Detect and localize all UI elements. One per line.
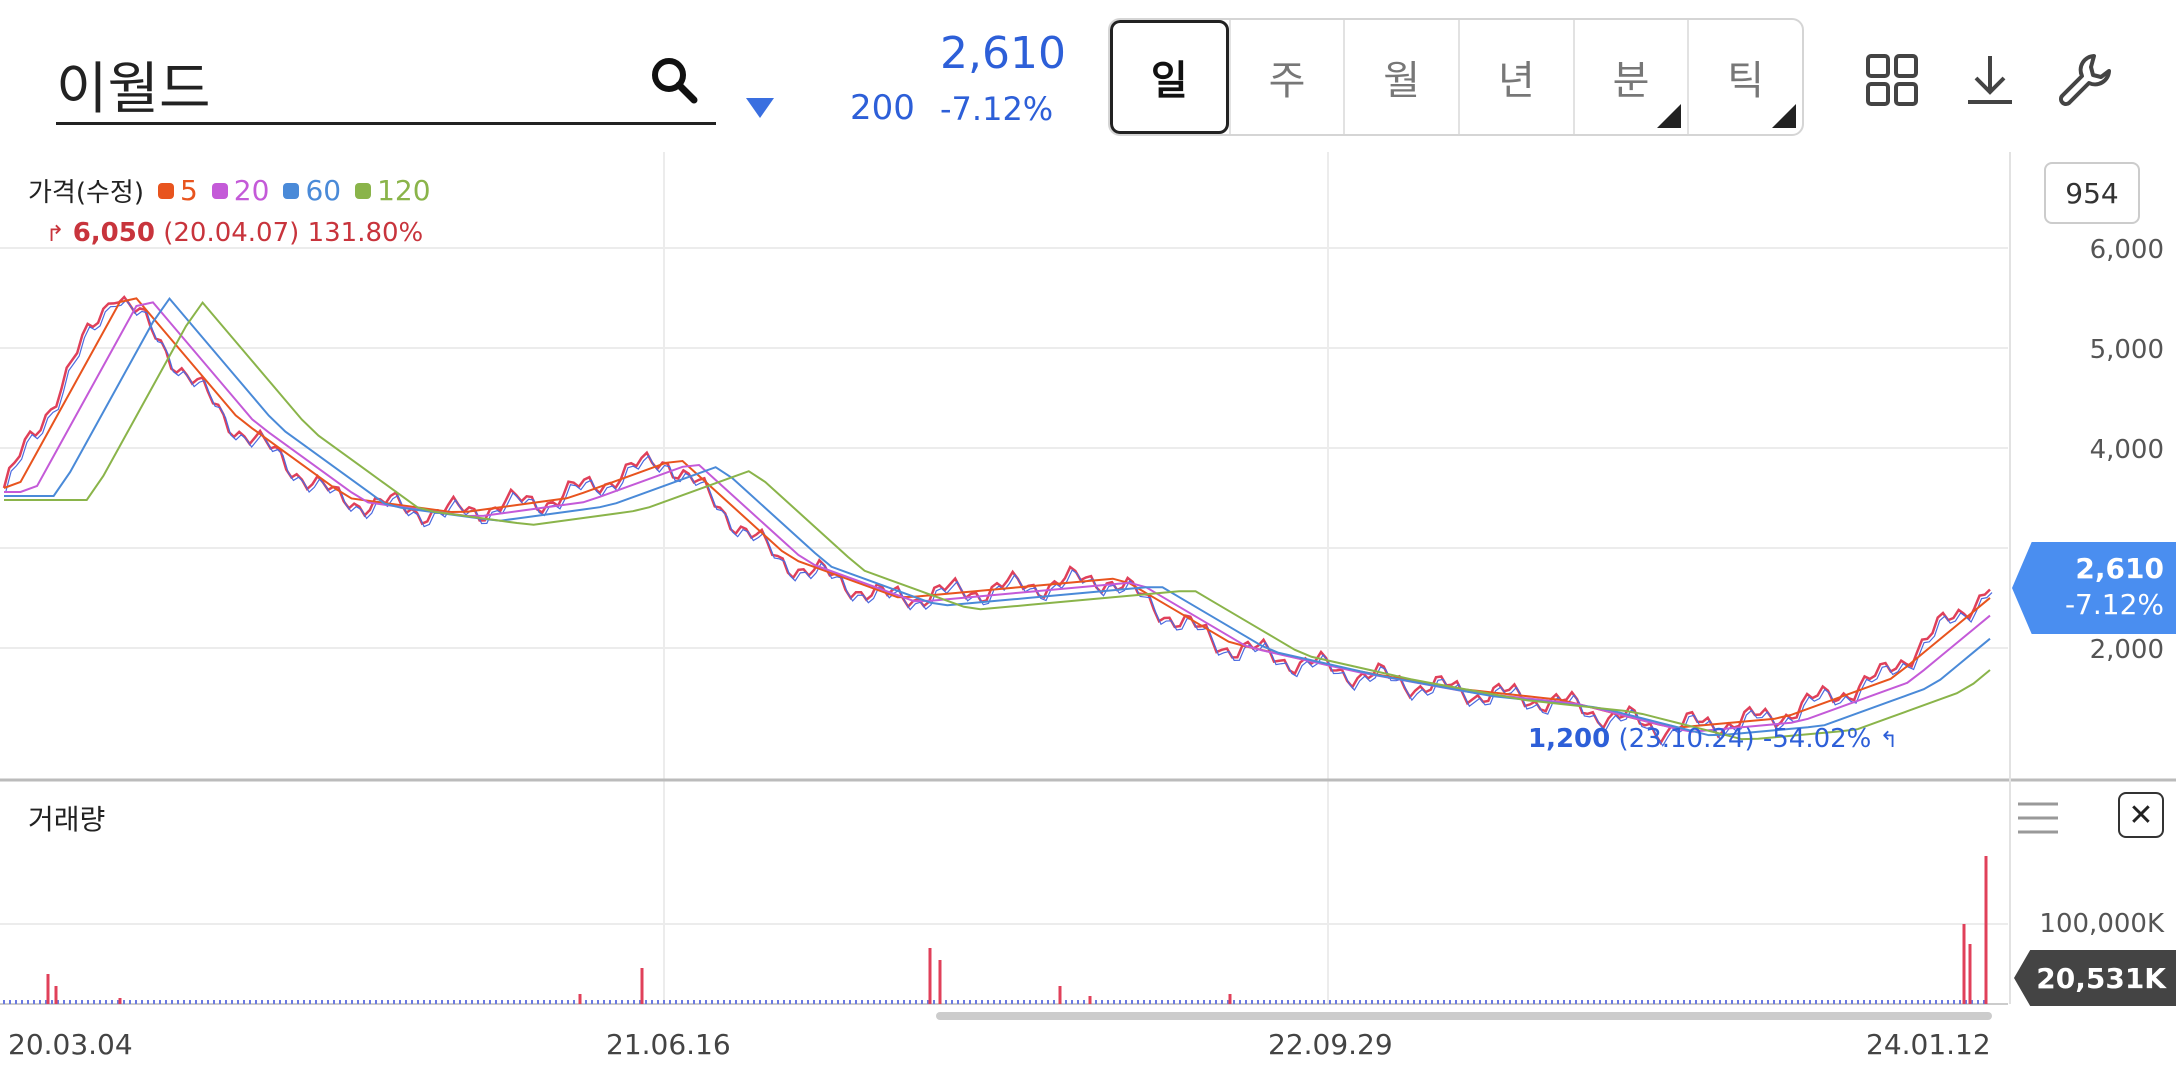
legend-swatch bbox=[355, 182, 372, 199]
price-panel-title: 가격(수정) bbox=[28, 178, 144, 208]
grid-icon[interactable] bbox=[1862, 50, 1922, 110]
volume-panel-title: 거래량 bbox=[28, 803, 106, 836]
dropdown-arrow-icon[interactable] bbox=[746, 98, 774, 118]
ma-line bbox=[4, 296, 1991, 737]
period-tab-label: 분 bbox=[1612, 58, 1650, 104]
price-line-down bbox=[5, 299, 1993, 747]
chart-legend: 가격(수정) 5 20 60 120 bbox=[28, 172, 431, 209]
submenu-corner-icon bbox=[1657, 104, 1682, 128]
high-price: 6,050 bbox=[72, 218, 155, 248]
period-tab-label: 월 bbox=[1383, 58, 1421, 104]
x-axis-label: 20.03.04 bbox=[8, 1028, 133, 1061]
search-icon[interactable] bbox=[648, 54, 700, 106]
period-tab[interactable]: 년 bbox=[1458, 20, 1573, 134]
period-tab[interactable]: 월 bbox=[1343, 20, 1458, 134]
y-tick-label: 6,000 bbox=[2090, 235, 2164, 265]
period-tab[interactable]: 주 bbox=[1228, 20, 1344, 134]
low-pct: -54.02% bbox=[1762, 724, 1872, 754]
period-tab[interactable]: 일 bbox=[1110, 20, 1229, 134]
search-field[interactable]: 이월드 bbox=[56, 40, 716, 125]
legend-item[interactable]: 120 bbox=[355, 174, 431, 207]
legend-item[interactable]: 5 bbox=[157, 174, 198, 207]
legend-label: 5 bbox=[179, 174, 198, 207]
submenu-corner-icon bbox=[1772, 104, 1797, 128]
high-date: (20.04.07) bbox=[163, 218, 300, 248]
legend-swatch bbox=[283, 182, 300, 199]
period-tab-label: 틱 bbox=[1727, 58, 1765, 104]
period-tab-label: 일 bbox=[1150, 58, 1188, 104]
download-icon[interactable] bbox=[1960, 50, 2020, 110]
low-date: (23.10.24) bbox=[1618, 724, 1755, 754]
current-price-flag: 2,610 -7.12% bbox=[2012, 542, 2176, 634]
current-price: 2,610 bbox=[940, 28, 1066, 79]
legend-item[interactable]: 60 bbox=[283, 174, 341, 207]
period-tab[interactable]: 틱 bbox=[1687, 20, 1802, 134]
x-axis-label: 22.09.29 bbox=[1268, 1028, 1393, 1061]
stock-name: 이월드 bbox=[56, 57, 211, 122]
ma-line bbox=[4, 300, 1991, 741]
volume-flag: 20,531K bbox=[2014, 950, 2176, 1006]
menu-icon[interactable] bbox=[2016, 800, 2060, 836]
flag-pct: -7.12% bbox=[2064, 588, 2164, 621]
legend-swatch bbox=[157, 182, 174, 199]
period-tab-label: 주 bbox=[1268, 58, 1306, 104]
period-tab[interactable]: 분 bbox=[1572, 20, 1688, 134]
visible-count-box[interactable]: 954 bbox=[2044, 162, 2140, 224]
legend-label: 20 bbox=[233, 174, 270, 207]
wrench-icon[interactable] bbox=[2054, 50, 2114, 110]
legend-label: 60 bbox=[305, 174, 342, 207]
y-tick-label: 5,000 bbox=[2090, 335, 2164, 365]
legend-swatch bbox=[211, 182, 228, 199]
x-axis-label: 21.06.16 bbox=[606, 1028, 731, 1061]
close-icon[interactable]: ✕ bbox=[2118, 792, 2164, 838]
y-tick-label: 4,000 bbox=[2090, 435, 2164, 465]
legend-item[interactable]: 20 bbox=[211, 174, 270, 207]
high-annotation: ↱ 6,050 (20.04.07) 131.80% bbox=[46, 218, 424, 248]
ma-line bbox=[3, 297, 1991, 729]
low-annotation: 1,200 (23.10.24) -54.02% ↰ bbox=[1528, 724, 1899, 754]
price-chart[interactable]: 2,000 4,000 5,000 6,000 100,000K bbox=[0, 152, 2176, 1077]
chart-scrollbar[interactable] bbox=[936, 1012, 1992, 1020]
change-amount: 200 bbox=[850, 88, 915, 128]
volume-y-tick-label: 100,000K bbox=[2039, 909, 2165, 939]
high-pct: 131.80% bbox=[307, 218, 424, 248]
ma-line bbox=[4, 301, 1991, 733]
y-tick-label: 2,000 bbox=[2090, 635, 2164, 665]
period-tab-label: 년 bbox=[1497, 58, 1535, 104]
change-percent: -7.12% bbox=[940, 90, 1054, 128]
legend-label: 120 bbox=[377, 174, 431, 207]
x-axis-label: 24.01.12 bbox=[1866, 1028, 1991, 1061]
price-line bbox=[2, 295, 1991, 746]
flag-price: 2,610 bbox=[2075, 552, 2164, 585]
low-price: 1,200 bbox=[1528, 724, 1611, 754]
